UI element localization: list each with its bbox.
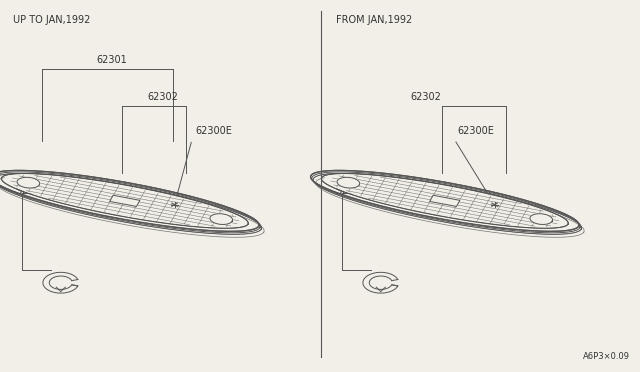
Text: UP TO JAN,1992: UP TO JAN,1992 [13,15,90,25]
Text: FROM JAN,1992: FROM JAN,1992 [336,15,412,25]
Text: SEE SEC.990: SEE SEC.990 [336,186,398,196]
Polygon shape [4,174,246,228]
Polygon shape [429,195,460,206]
Text: 62302: 62302 [410,92,441,102]
Text: SEE SEC.990: SEE SEC.990 [16,186,78,196]
Text: A6P3×0.09: A6P3×0.09 [584,352,630,361]
Text: 62302: 62302 [148,92,179,102]
Polygon shape [43,272,78,293]
Text: 62300E: 62300E [458,126,495,136]
Polygon shape [530,214,552,224]
Polygon shape [324,174,566,228]
Polygon shape [363,272,398,293]
Polygon shape [109,195,140,206]
Polygon shape [337,177,360,188]
Polygon shape [210,214,232,224]
Text: 62300E: 62300E [195,126,232,136]
Polygon shape [17,177,40,188]
Text: 62301: 62301 [97,55,127,65]
